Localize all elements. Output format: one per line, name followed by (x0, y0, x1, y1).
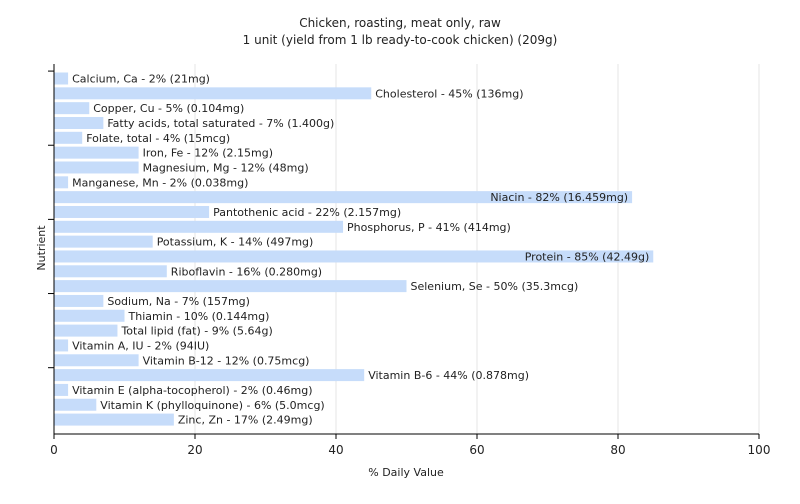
bar-label: Total lipid (fat) - 9% (5.64g) (120, 325, 272, 338)
bar (54, 72, 69, 85)
bar (54, 220, 344, 233)
chart-title: Chicken, roasting, meat only, raw (299, 16, 501, 30)
x-tick-label: 20 (187, 443, 202, 457)
bar-label: Manganese, Mn - 2% (0.038mg) (72, 176, 248, 189)
bar-label: Fatty acids, total saturated - 7% (1.400… (107, 117, 334, 130)
chart-subtitle: 1 unit (yield from 1 lb ready-to-cook ch… (243, 33, 558, 47)
bar-label: Sodium, Na - 7% (157mg) (107, 295, 250, 308)
bar (54, 161, 139, 174)
bar (54, 339, 69, 352)
bar-label: Cholesterol - 45% (136mg) (375, 87, 523, 100)
bar-label: Calcium, Ca - 2% (21mg) (72, 73, 210, 86)
bar (54, 398, 97, 411)
bar (54, 413, 174, 426)
x-tick-label: 60 (469, 443, 484, 457)
bar-label: Vitamin A, IU - 2% (94IU) (72, 339, 209, 352)
bar (54, 324, 118, 337)
bar-label: Selenium, Se - 50% (35.3mcg) (411, 280, 579, 293)
x-tick-label: 40 (328, 443, 343, 457)
x-tick-label: 80 (610, 443, 625, 457)
bar (54, 265, 167, 278)
bar-label: Vitamin K (phylloquinone) - 6% (5.0mcg) (100, 399, 324, 412)
x-tick-label: 0 (50, 443, 58, 457)
bar-label: Protein - 85% (42.49g) (525, 250, 650, 263)
bar (54, 191, 633, 204)
bar (54, 102, 90, 115)
bar (54, 146, 139, 159)
bar-label: Phosphorus, P - 41% (414mg) (347, 221, 511, 234)
bar (54, 383, 69, 396)
bar (54, 131, 83, 144)
bar (54, 235, 153, 248)
bar (54, 294, 104, 307)
bar (54, 116, 104, 129)
bar-label: Potassium, K - 14% (497mg) (157, 236, 314, 249)
bar (54, 176, 69, 189)
bar-label: Niacin - 82% (16.459mg) (490, 191, 628, 204)
bar (54, 205, 210, 218)
x-tick-label: 100 (748, 443, 771, 457)
bar (54, 250, 654, 263)
bar-label: Vitamin B-6 - 44% (0.878mg) (368, 369, 529, 382)
bar-label: Magnesium, Mg - 12% (48mg) (143, 161, 309, 174)
bar (54, 280, 407, 293)
bar (54, 309, 125, 322)
bar-labels: Calcium, Ca - 2% (21mg) Cholesterol - 45%… (72, 73, 649, 427)
bar-label: Riboflavin - 16% (0.280mg) (171, 265, 322, 278)
bar-label: Iron, Fe - 12% (2.15mg) (143, 147, 273, 160)
axes: 0 20 40 60 80 100 (48, 64, 770, 457)
bar-label: Copper, Cu - 5% (0.104mg) (93, 102, 244, 115)
bars (54, 72, 654, 426)
y-axis-label: Nutrient (35, 225, 48, 271)
bar-label: Zinc, Zn - 17% (2.49mg) (178, 414, 313, 427)
bar-label: Vitamin B-12 - 12% (0.75mcg) (143, 354, 310, 367)
bar (54, 354, 139, 367)
bar-label: Vitamin E (alpha-tocopherol) - 2% (0.46m… (72, 384, 312, 397)
bar-label: Folate, total - 4% (15mcg) (86, 132, 230, 145)
x-axis-label: % Daily Value (368, 466, 444, 479)
bar (54, 369, 365, 382)
bar (54, 87, 372, 100)
bar-label: Pantothenic acid - 22% (2.157mg) (213, 206, 401, 219)
bar-label: Thiamin - 10% (0.144mg) (128, 310, 270, 323)
